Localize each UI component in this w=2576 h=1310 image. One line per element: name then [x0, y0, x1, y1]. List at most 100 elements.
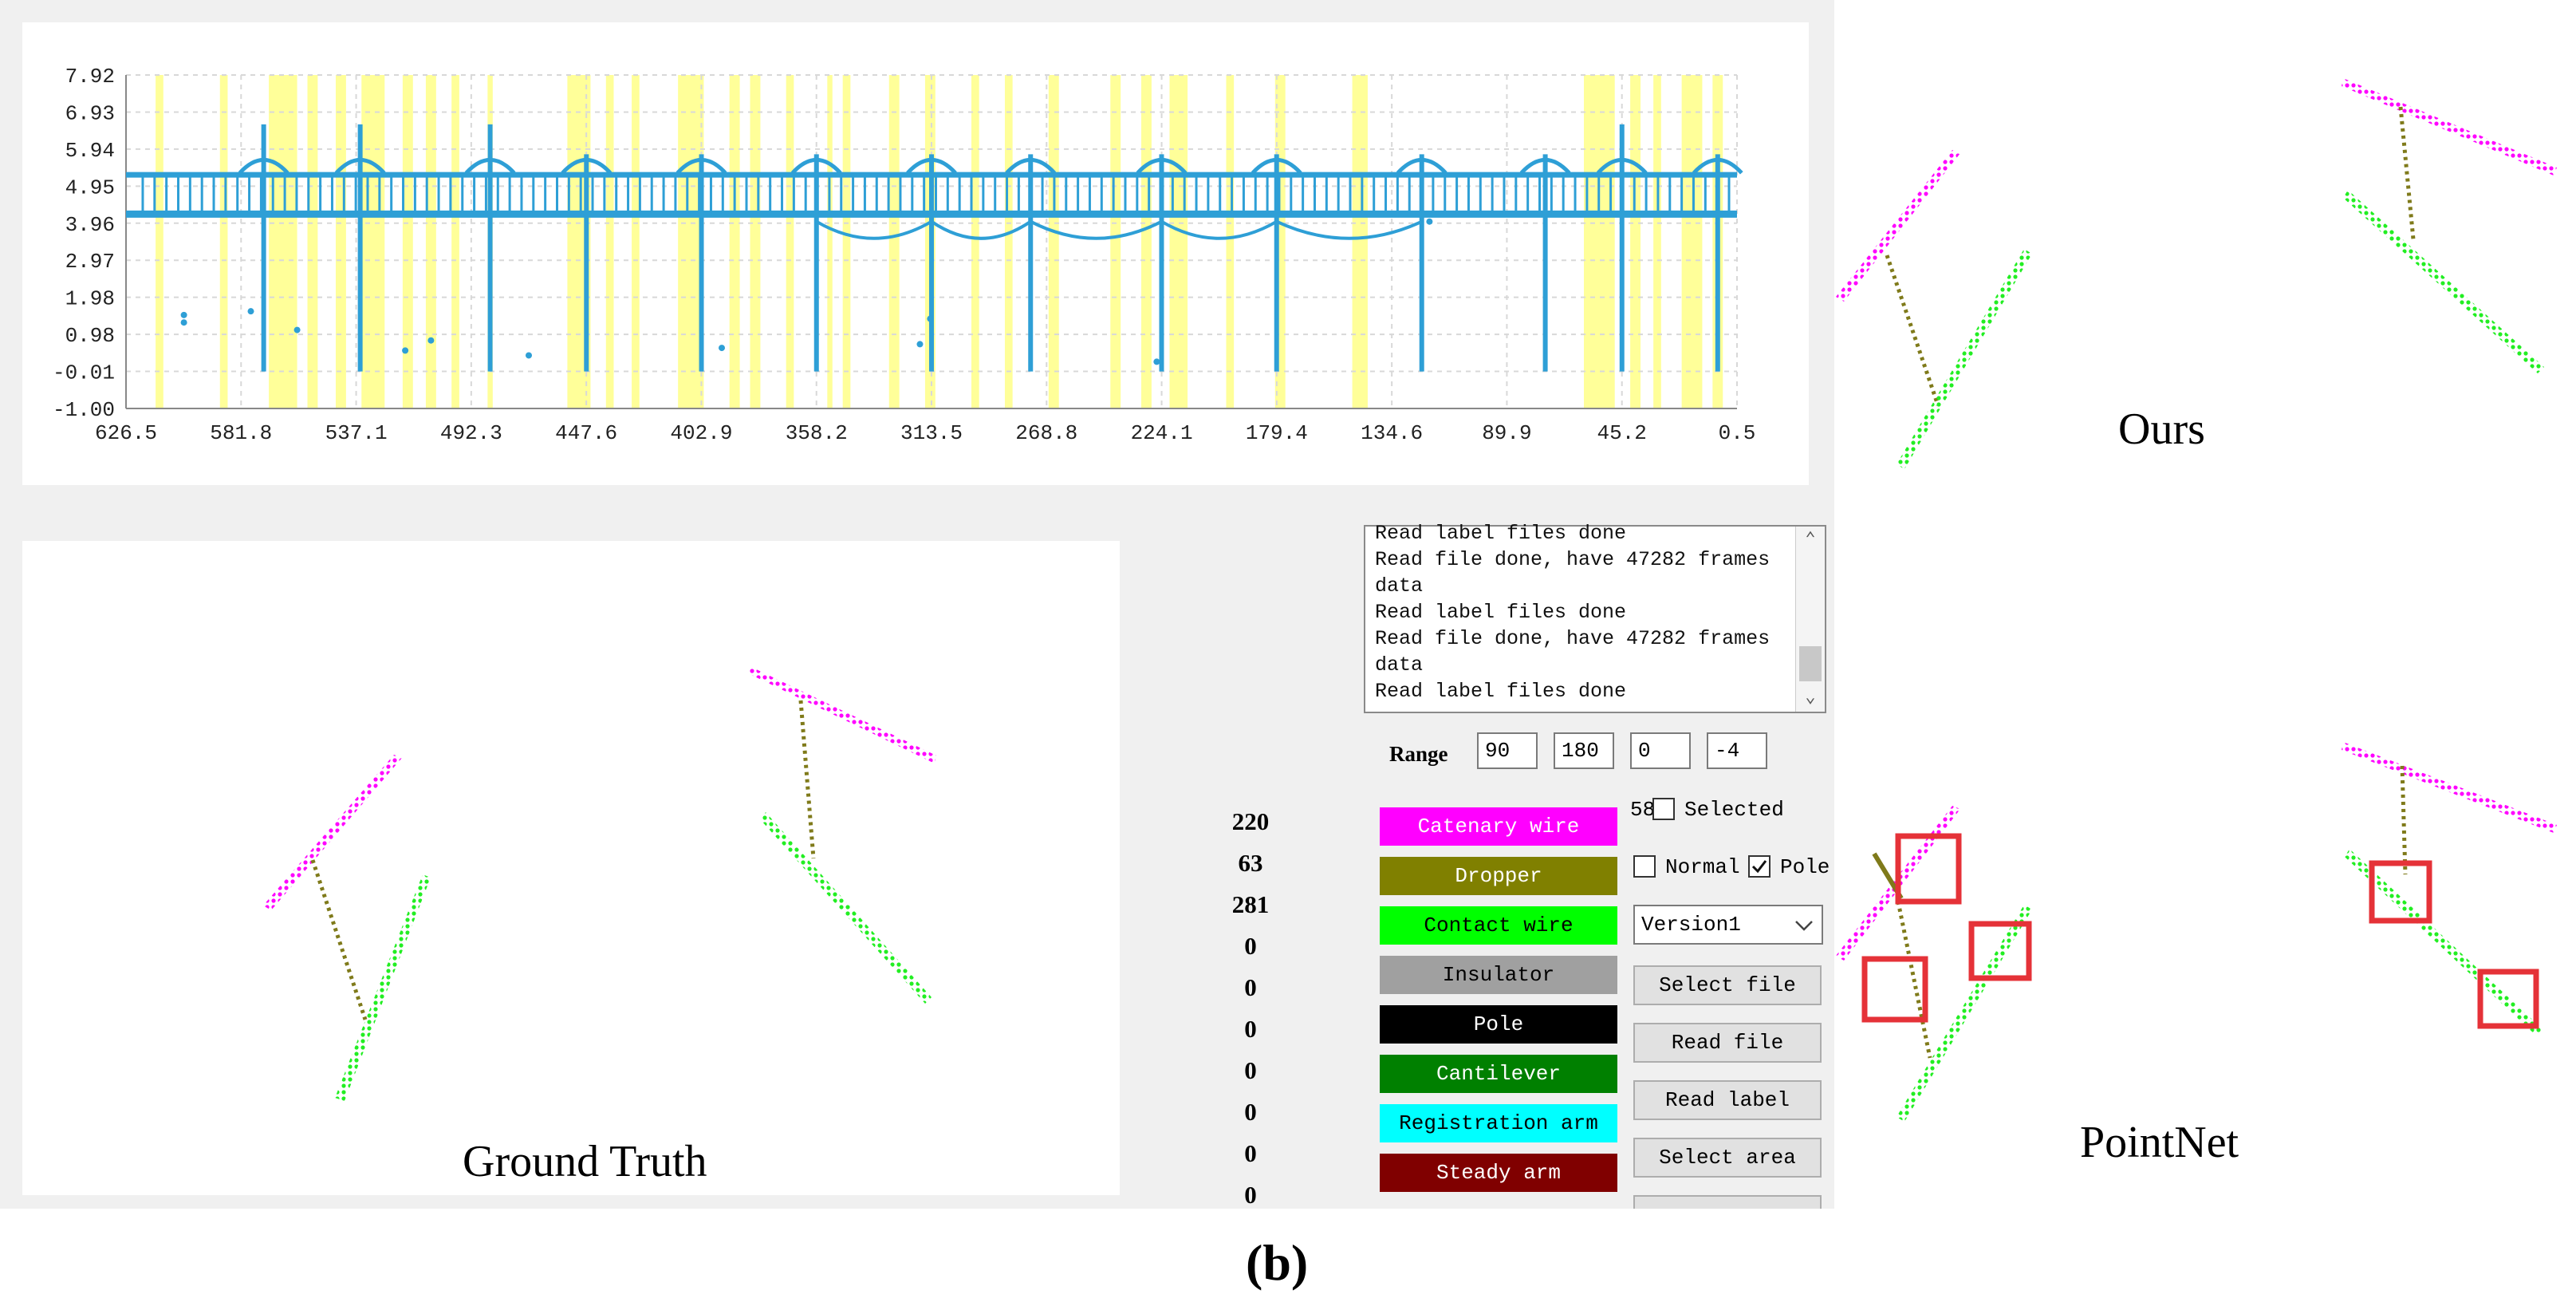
- class-button-dropper[interactable]: Dropper: [1380, 857, 1617, 895]
- class-button-insulator[interactable]: Insulator: [1380, 956, 1617, 994]
- class-button-pole[interactable]: Pole: [1380, 1005, 1617, 1044]
- contact-wire-points: [761, 812, 932, 1004]
- scatter-point: [180, 311, 187, 318]
- read-label-button[interactable]: Read label: [1633, 1080, 1822, 1120]
- distance-height-chart[interactable]: 7.92 6.93 5.94 4.95 3.96 2.97 1.98 0.98 -0.01 -1.…: [22, 22, 1809, 485]
- scatter-point: [916, 341, 924, 348]
- highlight-band: [402, 75, 413, 408]
- ours-catenary-points: [1836, 150, 1960, 302]
- version-select[interactable]: Version1: [1633, 905, 1823, 945]
- log-output[interactable]: Read label files done Read file done, hav…: [1364, 522, 1826, 713]
- scatter-point: [180, 319, 187, 326]
- highlight-band: [1169, 75, 1188, 408]
- count-catenary-wire: 220: [1231, 807, 1270, 835]
- cantilever-trace: [1692, 158, 1743, 175]
- highlight-band: [842, 75, 851, 408]
- range-label: Range: [1389, 742, 1448, 766]
- selected-count: 58: [1630, 798, 1656, 822]
- cantilever-trace: [334, 158, 386, 175]
- pointnet-catenary-points: [2342, 742, 2557, 833]
- dropper-points: [310, 859, 368, 1020]
- pointnet-contact-points: [1897, 905, 2032, 1122]
- scroll-down-icon[interactable]: ⌄: [1805, 688, 1816, 708]
- y-tick-label: 5.94: [65, 139, 115, 163]
- cantilever-trace: [790, 158, 842, 175]
- chart-panel: 7.92 6.93 5.94 4.95 3.96 2.97 1.98 0.98 -0.01 -1.…: [22, 22, 1809, 485]
- point-cloud-viewer[interactable]: [22, 541, 1120, 1195]
- catenary-wire-points: [748, 666, 936, 764]
- cantilever-trace: [676, 158, 727, 175]
- app-window: 7.92 6.93 5.94 4.95 3.96 2.97 1.98 0.98 -0.01 -1.…: [0, 0, 1834, 1209]
- cantilever-trace: [1005, 158, 1057, 175]
- highlight-band: [1352, 75, 1368, 408]
- selected-checkbox[interactable]: [1652, 798, 1675, 820]
- log-line: data: [1375, 574, 1424, 598]
- wire-sag-trace: [1160, 219, 1278, 240]
- ours-dropper-points: [2398, 106, 2416, 240]
- partial-button[interactable]: [1633, 1195, 1822, 1209]
- error-box: [2369, 860, 2432, 924]
- highlight-band: [971, 75, 979, 408]
- check-icon: [1751, 860, 1767, 874]
- cantilever-trace: [1519, 158, 1571, 175]
- log-text: Read label files done Read file done, hav…: [1375, 520, 1798, 704]
- class-button-catenary-wire[interactable]: Catenary wire: [1380, 807, 1617, 846]
- range-high-input[interactable]: -4: [1707, 732, 1767, 769]
- highlight-band: [632, 75, 640, 408]
- error-box: [2477, 969, 2539, 1029]
- highlight-band: [361, 75, 385, 408]
- scatter-point: [927, 315, 934, 322]
- highlight-band: [750, 75, 761, 408]
- highlight-band: [1140, 75, 1152, 408]
- wire-sag-trace: [815, 219, 933, 240]
- count-insulator: 0: [1244, 932, 1257, 960]
- x-tick-label: 134.6: [1361, 421, 1423, 445]
- scatter-point: [293, 326, 301, 333]
- select-area-button[interactable]: Select area: [1633, 1138, 1822, 1178]
- catenary-wire-points: [263, 755, 402, 910]
- class-button-cantilever[interactable]: Cantilever: [1380, 1055, 1617, 1093]
- cantilever-trace: [1136, 158, 1188, 175]
- caption-ours: Ours: [2118, 404, 2205, 454]
- scatter-point: [719, 345, 726, 352]
- ground-truth-point-cloud: [263, 666, 936, 1101]
- cantilever-trace: [561, 158, 612, 175]
- scroll-up-icon[interactable]: ⌃: [1805, 530, 1816, 550]
- x-tick-label: 447.6: [555, 421, 617, 445]
- x-tick-label: 89.9: [1482, 421, 1531, 445]
- x-tick-label: 0.5: [1719, 421, 1756, 445]
- pole-checkbox[interactable]: [1748, 855, 1771, 878]
- error-box: [1895, 833, 1962, 905]
- highlight-band: [729, 75, 740, 408]
- chevron-down-icon: [1795, 921, 1813, 931]
- log-scrollbar[interactable]: ⌃ ⌄: [1795, 527, 1825, 712]
- ours-dropper-points: [1885, 255, 1940, 406]
- highlight-band: [1681, 75, 1703, 408]
- dropper-points: [798, 700, 816, 859]
- contact-wire-points: [335, 874, 431, 1101]
- y-tick-label: -1.00: [53, 398, 115, 422]
- y-tick-label: 3.96: [65, 213, 115, 237]
- class-button-registration-arm[interactable]: Registration arm: [1380, 1104, 1617, 1142]
- wire-sag-trace: [1030, 219, 1163, 240]
- pointnet-dropper-points: [2400, 765, 2408, 875]
- caption-pointnet: PointNet: [2080, 1118, 2239, 1167]
- class-button-contact-wire[interactable]: Contact wire: [1380, 906, 1617, 945]
- x-tick-label: 224.1: [1131, 421, 1193, 445]
- x-tick-label: 358.2: [786, 421, 848, 445]
- normal-checkbox[interactable]: [1633, 855, 1656, 878]
- count-cantilever: 0: [1244, 1015, 1257, 1043]
- scroll-thumb[interactable]: [1799, 646, 1822, 681]
- select-file-button[interactable]: Select file: [1633, 965, 1822, 1005]
- y-tick-label: 1.98: [65, 287, 115, 311]
- scatter-point: [247, 308, 254, 315]
- class-button-steady-arm[interactable]: Steady arm: [1380, 1154, 1617, 1192]
- error-box: [1968, 921, 2032, 981]
- cantilever-trace: [464, 158, 516, 175]
- read-file-button[interactable]: Read file: [1633, 1023, 1822, 1063]
- range-max-input[interactable]: 180: [1554, 732, 1614, 769]
- highlight-band: [156, 75, 163, 408]
- pointnet-contact-points: [2345, 849, 2543, 1036]
- range-min-input[interactable]: 90: [1477, 732, 1538, 769]
- range-low-input[interactable]: 0: [1630, 732, 1691, 769]
